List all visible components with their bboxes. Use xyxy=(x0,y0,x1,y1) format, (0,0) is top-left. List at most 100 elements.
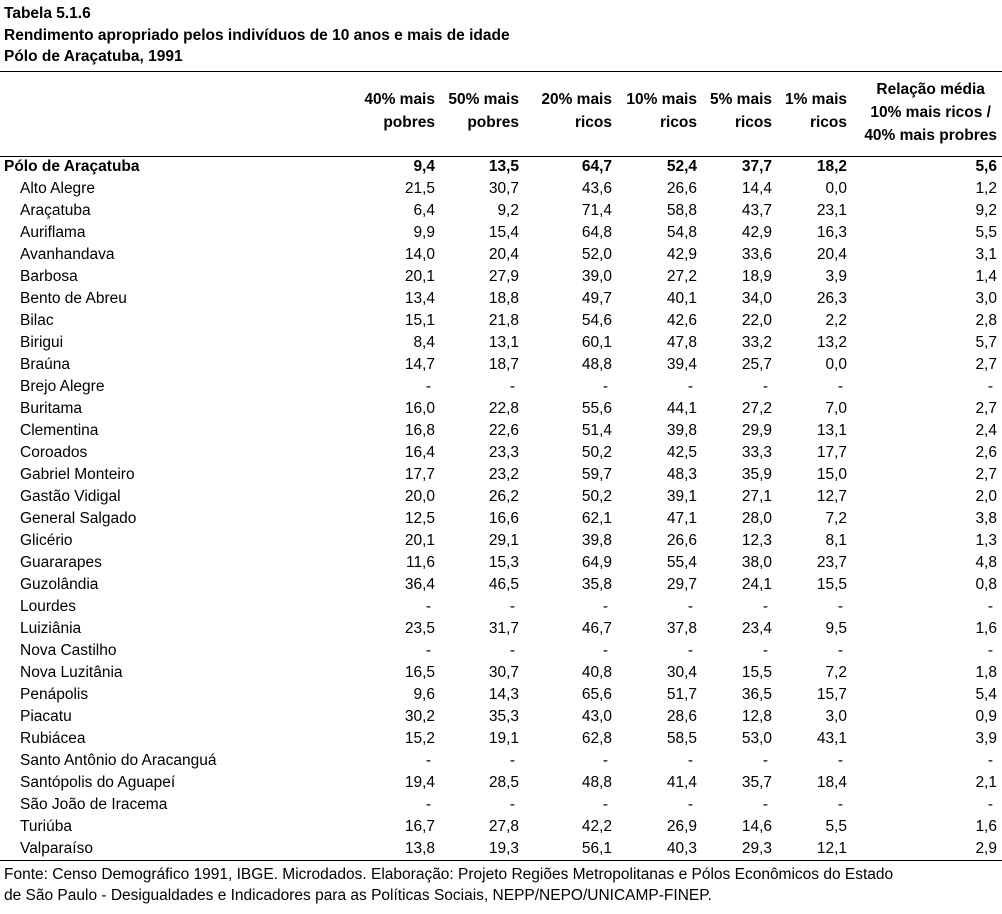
cell-value: 42,9 xyxy=(666,246,697,263)
cell-value: - xyxy=(837,378,843,395)
column-header-10-richest: 10% mais ricos xyxy=(626,91,697,131)
cell-value: 8,1 xyxy=(825,532,847,549)
row-label: Santópolis do Aguapeí xyxy=(20,774,176,791)
row-label: Rubiácea xyxy=(20,730,86,747)
cell-value: 47,8 xyxy=(666,334,697,351)
cell-value: 23,2 xyxy=(488,466,519,483)
row-label: Clementina xyxy=(20,422,99,439)
cell-value: 62,1 xyxy=(581,510,612,527)
cell-value: - xyxy=(987,598,993,615)
cell-value: 2,7 xyxy=(975,356,997,373)
cell-value: - xyxy=(687,796,693,813)
cell-value: 48,3 xyxy=(666,466,697,483)
table-row: Santópolis do Aguapeí 19,4 28,5 48,8 41,4 35,… xyxy=(0,772,1002,794)
cell-value: 0,8 xyxy=(975,576,997,593)
cell-value: 2,7 xyxy=(975,400,997,417)
cell-value: - xyxy=(602,796,608,813)
table-row: Piacatu 30,2 35,3 43,0 28,6 12,8 3,0 0,9 xyxy=(0,706,1002,728)
row-label: Guzolândia xyxy=(20,576,99,593)
cell-value: 6,4 xyxy=(413,202,435,219)
cell-value: 64,8 xyxy=(581,224,612,241)
cell-value: 38,0 xyxy=(741,554,772,571)
row-label: Glicério xyxy=(20,532,73,549)
cell-value: - xyxy=(687,752,693,769)
column-header-50-poorest: 50% mais pobres xyxy=(448,91,519,131)
cell-value: 40,1 xyxy=(666,290,697,307)
cell-value: 35,9 xyxy=(741,466,772,483)
cell-value: 46,7 xyxy=(581,620,612,637)
row-label: Coroados xyxy=(20,444,88,461)
cell-value: 52,4 xyxy=(666,158,697,175)
cell-value: - xyxy=(509,598,515,615)
cell-value: 28,5 xyxy=(488,774,519,791)
cell-value: 3,1 xyxy=(975,246,997,263)
cell-value: - xyxy=(837,598,843,615)
cell-value: 9,4 xyxy=(413,158,435,175)
table-row: Bilac 15,1 21,8 54,6 42,6 22,0 2,2 2,8 xyxy=(0,310,1002,332)
cell-value: 0,0 xyxy=(825,180,847,197)
cell-value: - xyxy=(762,642,768,659)
row-label: Santo Antônio do Aracanguá xyxy=(20,752,217,769)
cell-value: 1,6 xyxy=(975,620,997,637)
cell-value: 3,8 xyxy=(975,510,997,527)
cell-value: 39,0 xyxy=(581,268,612,285)
cell-value: 55,4 xyxy=(666,554,697,571)
cell-value: 58,5 xyxy=(666,730,697,747)
cell-value: - xyxy=(425,752,431,769)
cell-value: 3,9 xyxy=(825,268,847,285)
cell-value: - xyxy=(762,752,768,769)
table-title: Rendimento apropriado pelos indivíduos d… xyxy=(4,26,510,44)
cell-value: 12,1 xyxy=(816,840,847,857)
cell-value: 23,1 xyxy=(816,202,847,219)
cell-value: 13,8 xyxy=(404,840,435,857)
row-label: Birigui xyxy=(20,334,64,351)
cell-value: 14,4 xyxy=(741,180,772,197)
cell-value: 26,9 xyxy=(666,818,697,835)
cell-value: 12,3 xyxy=(741,532,772,549)
cell-value: 50,2 xyxy=(581,444,612,461)
cell-value: 36,4 xyxy=(404,576,435,593)
cell-value: - xyxy=(762,796,768,813)
cell-value: 23,7 xyxy=(816,554,847,571)
cell-value: - xyxy=(987,378,993,395)
cell-value: 22,8 xyxy=(488,400,519,417)
cell-value: - xyxy=(509,752,515,769)
table-row: Turiúba 16,7 27,8 42,2 26,9 14,6 5,5 1,6 xyxy=(0,816,1002,838)
table-title-block: Tabela 5.1.6 Rendimento apropriado pelos… xyxy=(4,3,510,68)
row-label: Pólo de Araçatuba xyxy=(4,158,140,175)
table-row: Braúna 14,7 18,7 48,8 39,4 25,7 0,0 2,7 xyxy=(0,354,1002,376)
cell-value: 15,2 xyxy=(404,730,435,747)
cell-value: 15,1 xyxy=(404,312,435,329)
cell-value: 19,3 xyxy=(488,840,519,857)
cell-value: - xyxy=(687,598,693,615)
table-row: Buritama 16,0 22,8 55,6 44,1 27,2 7,0 2,7 xyxy=(0,398,1002,420)
cell-value: 5,5 xyxy=(825,818,847,835)
table-row: Brejo Alegre - - - - - - - xyxy=(0,376,1002,398)
cell-value: - xyxy=(837,796,843,813)
cell-value: 50,2 xyxy=(581,488,612,505)
cell-value: - xyxy=(987,796,993,813)
row-label: Alto Alegre xyxy=(20,180,95,197)
cell-value: 48,8 xyxy=(581,356,612,373)
column-header-ratio: Relação média 10% mais ricos / 40% mais … xyxy=(864,81,997,144)
cell-value: - xyxy=(837,752,843,769)
cell-value: 26,6 xyxy=(666,532,697,549)
table-row: Alto Alegre 21,5 30,7 43,6 26,6 14,4 0,0 1,2 xyxy=(0,178,1002,200)
row-label: Avanhandava xyxy=(20,246,115,263)
cell-value: 25,7 xyxy=(741,356,772,373)
cell-value: 37,8 xyxy=(666,620,697,637)
footnote-line-2: de São Paulo - Desigualdades e Indicador… xyxy=(4,887,712,904)
cell-value: 35,3 xyxy=(488,708,519,725)
table-row: Birigui 8,4 13,1 60,1 47,8 33,2 13,2 5,7 xyxy=(0,332,1002,354)
cell-value: 28,0 xyxy=(741,510,772,527)
cell-value: 43,0 xyxy=(581,708,612,725)
cell-value: 1,6 xyxy=(975,818,997,835)
cell-value: 54,6 xyxy=(581,312,612,329)
cell-value: - xyxy=(425,378,431,395)
table-row: Araçatuba 6,4 9,2 71,4 58,8 43,7 23,1 9,2 xyxy=(0,200,1002,222)
cell-value: 12,7 xyxy=(816,488,847,505)
table-row: Gastão Vidigal 20,0 26,2 50,2 39,1 27,1 12,7 2,… xyxy=(0,486,1002,508)
cell-value: 14,6 xyxy=(741,818,772,835)
cell-value: 16,5 xyxy=(404,664,435,681)
cell-value: 26,2 xyxy=(488,488,519,505)
